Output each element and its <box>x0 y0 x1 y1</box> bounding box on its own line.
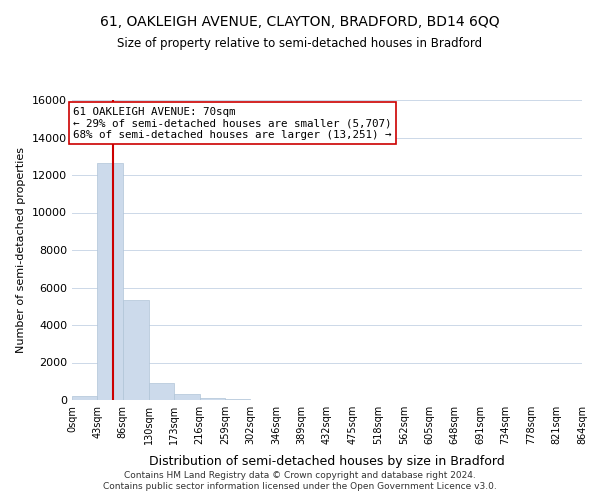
Text: 61 OAKLEIGH AVENUE: 70sqm
← 29% of semi-detached houses are smaller (5,707)
68% : 61 OAKLEIGH AVENUE: 70sqm ← 29% of semi-… <box>73 106 392 140</box>
Text: Contains HM Land Registry data © Crown copyright and database right 2024.: Contains HM Land Registry data © Crown c… <box>124 471 476 480</box>
Bar <box>72 396 97 400</box>
Bar <box>199 398 225 400</box>
Bar <box>174 394 199 400</box>
Y-axis label: Number of semi-detached properties: Number of semi-detached properties <box>16 147 26 353</box>
Bar <box>149 383 174 400</box>
Text: 61, OAKLEIGH AVENUE, CLAYTON, BRADFORD, BD14 6QQ: 61, OAKLEIGH AVENUE, CLAYTON, BRADFORD, … <box>100 15 500 29</box>
Bar <box>97 163 123 400</box>
Bar <box>123 300 149 400</box>
X-axis label: Distribution of semi-detached houses by size in Bradford: Distribution of semi-detached houses by … <box>149 456 505 468</box>
Text: Contains public sector information licensed under the Open Government Licence v3: Contains public sector information licen… <box>103 482 497 491</box>
Bar <box>225 399 250 400</box>
Text: Size of property relative to semi-detached houses in Bradford: Size of property relative to semi-detach… <box>118 38 482 51</box>
